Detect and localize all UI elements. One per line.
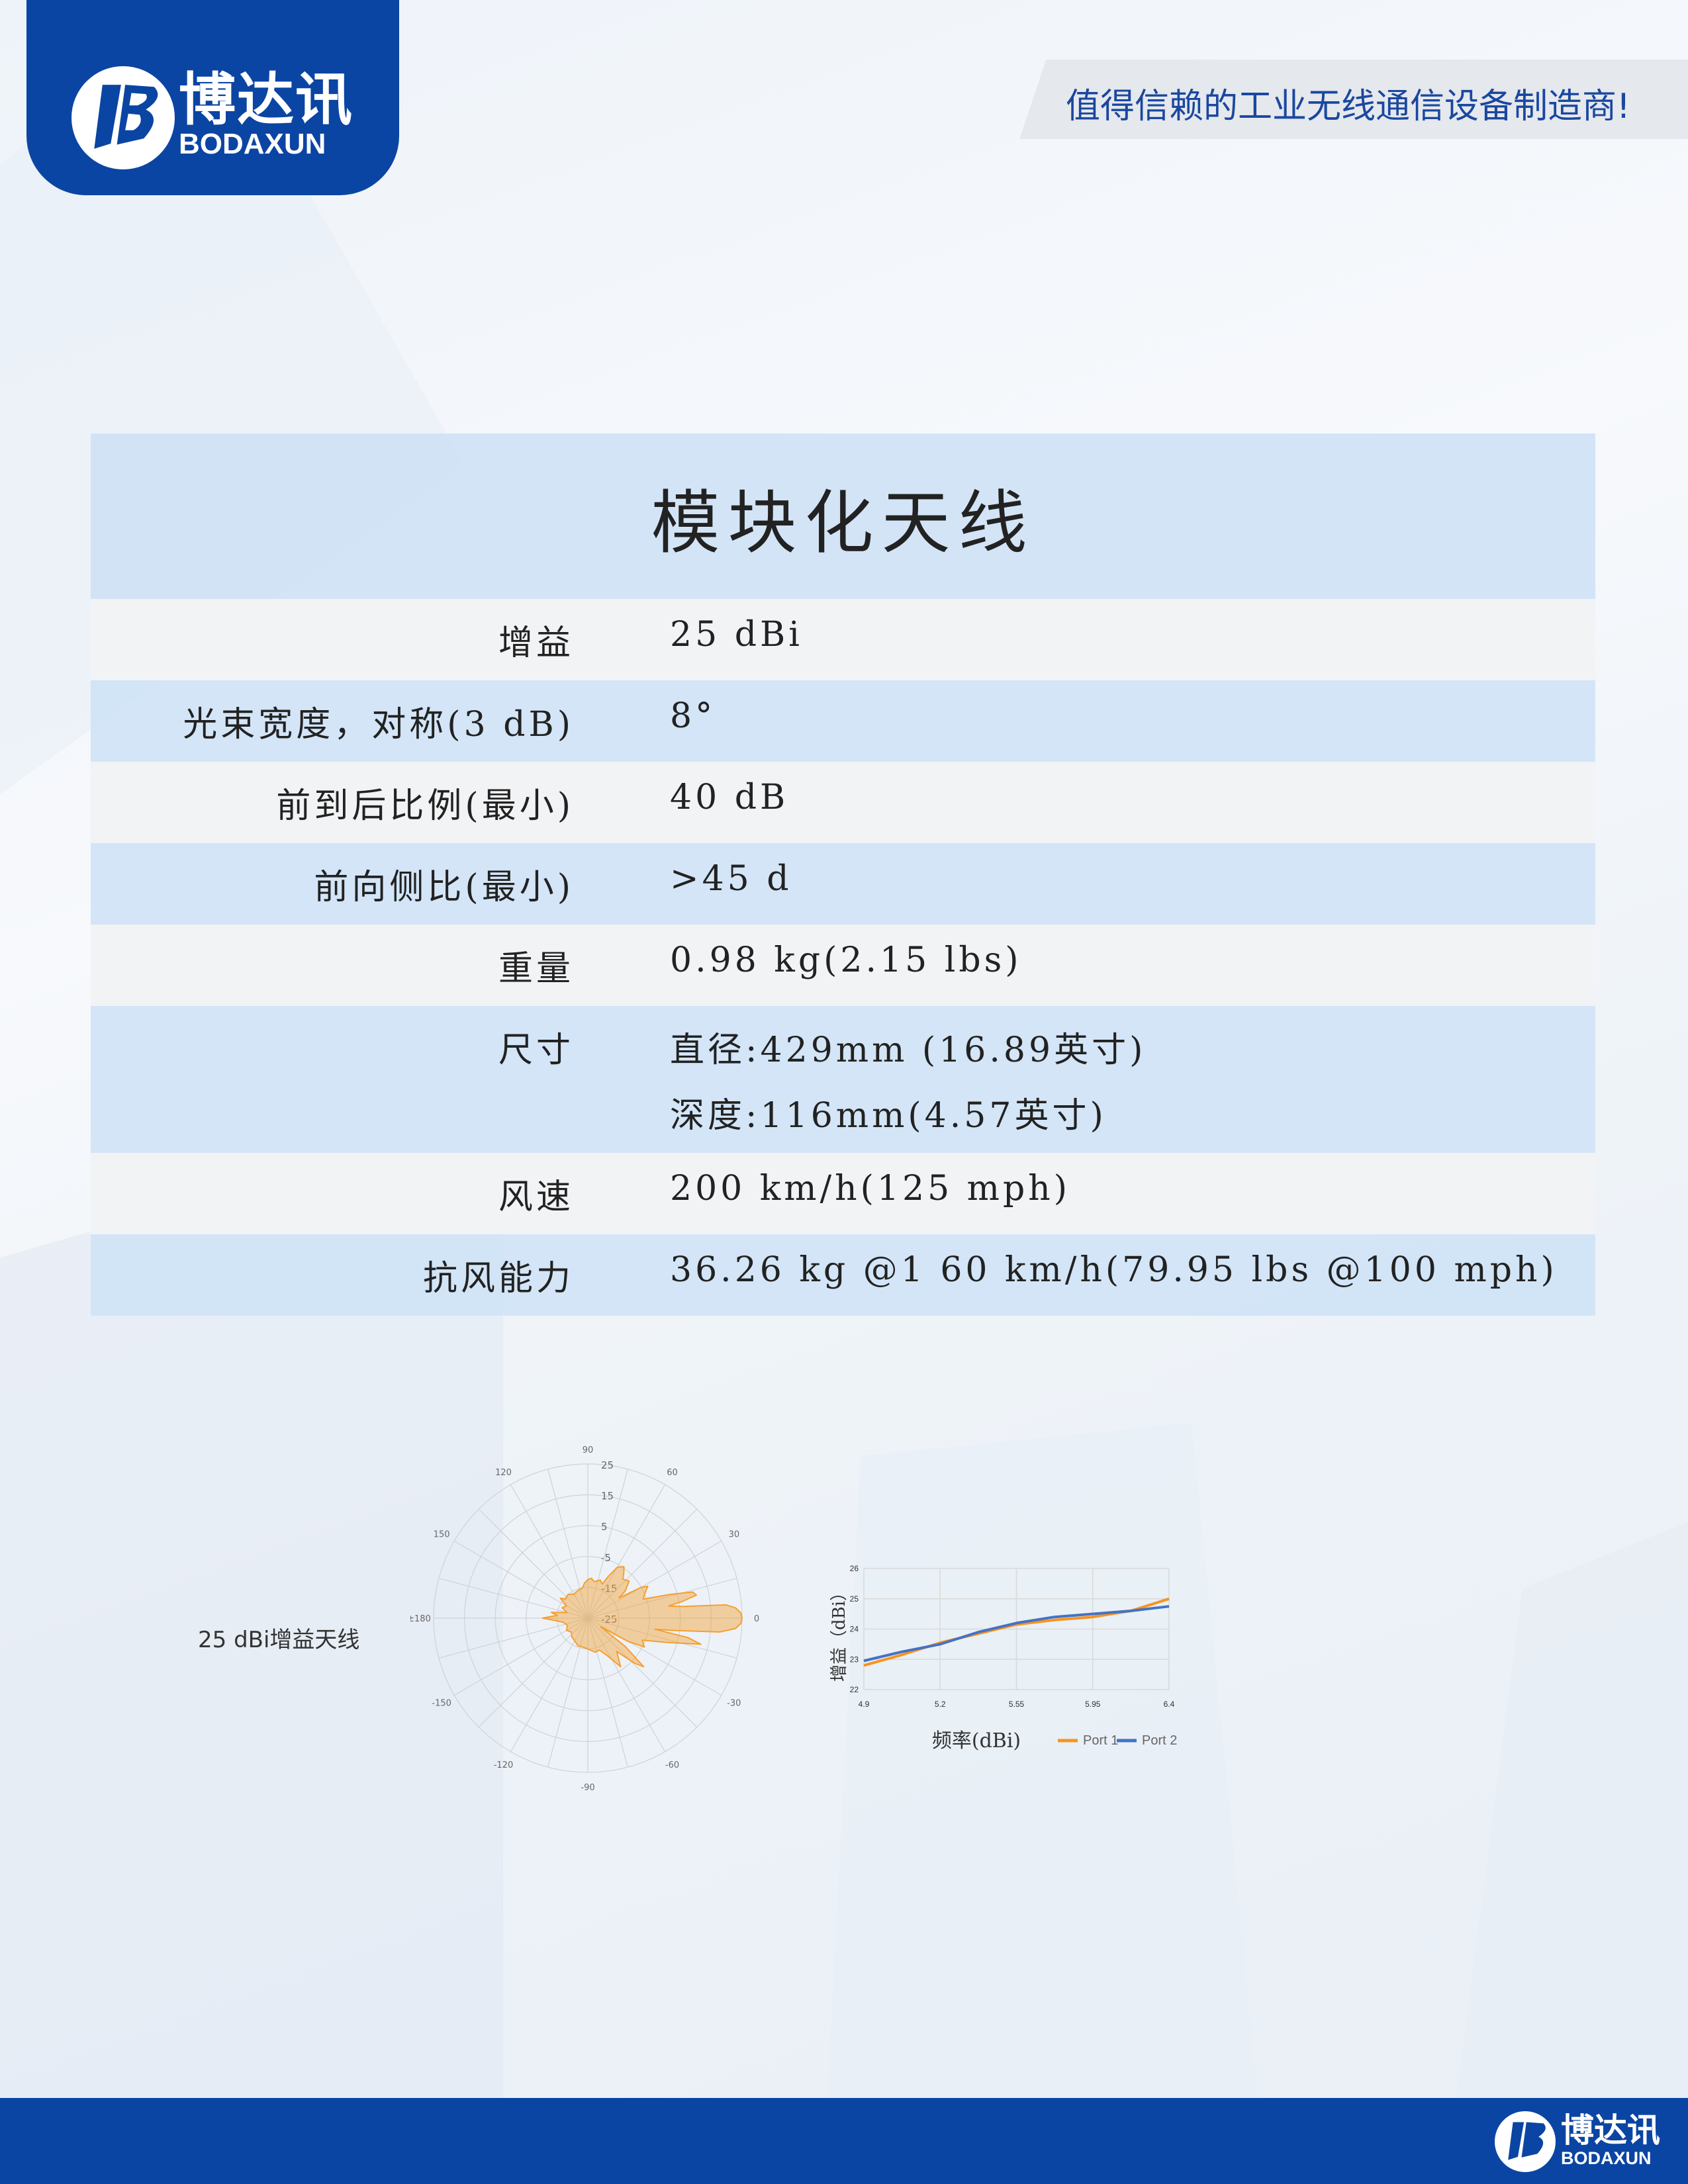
spec-table: 模块化天线 增益 25 dBi 光束宽度，对称(3 dB) 8° 前到后比例(最小) 40… [91,433,1595,1316]
series-line-port-2 [863,1605,1170,1662]
spec-value-group: 200 km/h(125 mph) [670,1153,1070,1234]
angle-tick-label: 0 [754,1614,759,1624]
logo-text-en: BODAXUN [179,128,326,160]
angle-tick-label: -120 [494,1760,514,1770]
spec-table-title-band: 模块化天线 [91,433,1595,599]
page-title: 模块化天线 [651,482,1035,563]
angle-tick-label: 120 [495,1468,512,1478]
logo-text-cn: 博达讯 [179,67,353,133]
angle-tick-label: 60 [667,1468,678,1478]
y-tick-label: 26 [850,1564,859,1573]
polar-spoke [587,1617,722,1696]
polar-spoke [587,1617,737,1659]
angle-tick-label: 30 [729,1530,740,1540]
spec-value-group: 25 dBi [670,599,803,680]
polar-spoke [587,1617,698,1728]
polar-spoke [587,1540,722,1619]
radial-tick-label: 25 [601,1459,614,1471]
spec-row: 尺寸 直径:429mm (16.89英寸) 深度:116mm(4.57英寸) [91,1006,1595,1153]
spec-value: 36.26 kg @1 60 km/h(79.95 lbs @100 mph) [670,1250,1558,1290]
spec-label: 前向侧比(最小) [314,868,574,907]
spec-value: 8° [670,696,716,736]
y-tick-label: 22 [850,1685,859,1694]
spec-label: 尺寸 [498,1030,574,1070]
angle-tick-label: -90 [581,1783,594,1793]
spec-label: 前到后比例(最小) [276,786,574,826]
legend-label: Port 2 [1142,1733,1177,1748]
angle-tick-label: ±180 [410,1614,431,1624]
polar-radiation-chart: 25155-5-15-259060300-30-60-90-120-150±18… [410,1445,759,1793]
tagline-banner: 值得信赖的工业无线通信设备制造商! [1019,60,1688,139]
gain-frequency-chart: 22 23 24 25 26 4.9 5.2 5.55 5.95 6.4 Port 1 Port 2 频… [829,1564,1177,1752]
angle-tick-label: -150 [432,1699,451,1709]
polar-spoke [478,1508,588,1619]
spec-value-group: >45 d [670,843,792,925]
x-tick-label: 5.95 [1085,1700,1101,1709]
radial-tick-label: 15 [601,1490,614,1502]
footer-logo-text-en: BODAXUN [1561,2148,1652,2168]
spec-row: 抗风能力 36.26 kg @1 60 km/h(79.95 lbs @100 m… [91,1234,1595,1316]
x-axis-label: 频率(dBi) [932,1729,1021,1752]
header-logo-block: 博达讯 BODAXUN [26,0,399,195]
x-tick-label: 6.4 [1164,1700,1175,1709]
polar-spoke [587,1617,666,1752]
spec-value-group: 0.98 kg(2.15 lbs) [670,925,1022,1006]
polar-spoke [510,1484,588,1619]
spec-value: 40 dB [670,778,789,817]
spec-value: 25 dBi [670,615,803,655]
spec-value: 0.98 kg(2.15 lbs) [670,940,1022,980]
polar-spoke [587,1508,698,1619]
y-tick-label: 25 [850,1594,859,1604]
radiation-pattern-area [541,1566,743,1668]
x-tick-label: 5.55 [1009,1700,1025,1709]
polar-spoke [587,1578,737,1619]
y-tick-label: 23 [850,1655,859,1664]
polar-spoke [547,1617,588,1768]
footer-band: 博达讯 BODAXUN [0,2098,1688,2184]
x-tick-label: 5.2 [935,1700,946,1709]
radial-tick-label: 5 [601,1521,608,1533]
polar-spoke [478,1617,588,1728]
spec-value-group: 40 dB [670,762,788,843]
spec-row: 光束宽度，对称(3 dB) 8° [91,680,1595,762]
spec-value: 深度:116mm(4.57英寸) [670,1096,1107,1136]
spec-row: 前向侧比(最小) >45 d [91,843,1595,925]
angle-tick-label: -30 [727,1699,741,1709]
spec-row: 风速 200 km/h(125 mph) [91,1153,1595,1234]
spec-value-group: 直径:429mm (16.89英寸) 深度:116mm(4.57英寸) [670,1006,1146,1153]
polar-spoke [587,1484,666,1619]
polar-spoke [438,1578,588,1619]
spec-label: 重量 [498,949,574,989]
x-tick-label: 4.9 [859,1700,870,1709]
radial-tick-label: -15 [601,1582,618,1594]
spec-row: 重量 0.98 kg(2.15 lbs) [91,925,1595,1006]
spec-value: 200 km/h(125 mph) [670,1169,1071,1208]
angle-tick-label: 90 [583,1445,594,1455]
footer-logo-text-cn: 博达讯 [1561,2111,1660,2150]
spec-label: 增益 [498,623,574,663]
polar-chart-caption: 25 dBi增益天线 [198,1627,360,1653]
angle-tick-label: -60 [665,1760,679,1770]
footer-logo-icon [1495,2111,1556,2172]
spec-value-group: 8° [670,680,716,762]
spec-label: 抗风能力 [422,1259,574,1298]
logo-icon [71,66,175,169]
spec-label: 风速 [498,1177,574,1217]
spec-value: >45 d [670,859,792,899]
polar-spoke [438,1617,588,1659]
polar-spoke [453,1617,588,1696]
polar-spoke [547,1469,588,1619]
polar-spoke [587,1617,628,1768]
y-tick-label: 24 [850,1625,859,1634]
spec-value: 直径:429mm (16.89英寸) [670,1030,1147,1070]
angle-tick-label: 150 [434,1530,450,1540]
polar-spoke [587,1469,628,1619]
spec-label: 光束宽度，对称(3 dB) [183,705,574,745]
spec-row: 增益 25 dBi [91,599,1595,680]
spec-value-group: 36.26 kg @1 60 km/h(79.95 lbs @100 mph) [670,1234,1558,1316]
tagline-text: 值得信赖的工业无线通信设备制造商! [1066,87,1630,126]
legend-label: Port 1 [1083,1733,1118,1748]
spec-row: 前到后比例(最小) 40 dB [91,762,1595,843]
y-axis-label: 增益（dBi） [829,1584,849,1682]
